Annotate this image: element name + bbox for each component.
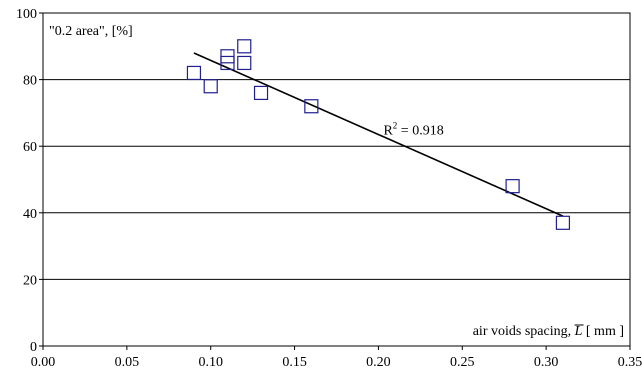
y-tick-label: 80 [23,74,37,89]
data-point [220,55,235,71]
trendline [193,52,564,217]
r-squared-label: R2 = 0.918 [383,121,443,139]
y-tick-label: 0 [30,340,37,355]
data-points [186,39,571,230]
data-point [186,65,202,81]
r2-value: = 0.918 [397,124,443,139]
x-tick-label: 0.15 [282,355,307,370]
data-point [253,85,269,101]
data-point [555,215,571,230]
y-axis-label: "0.2 area", [%] [49,24,133,39]
x-axis: 0.00 0.05 0.10 0.15 0.20 0.25 0.30 0.35 [31,346,642,370]
x-tick-label: 0.00 [31,355,56,370]
y-tick-label: 100 [16,7,37,22]
data-point [237,39,252,54]
data-point [304,99,319,114]
gridlines [43,79,630,280]
x-tick-label: 0.25 [450,355,475,370]
data-point [203,79,218,94]
x-tick-label: 0.05 [115,355,140,370]
y-tick-label: 20 [23,273,37,288]
x-tick-label: 0.10 [198,355,223,370]
y-tick-label: 60 [23,140,37,155]
x-axis-label: air voids spacing, L [ mm ] [473,324,624,339]
x-label-symbol: L [574,324,583,339]
y-axis: 0 20 40 60 80 100 [16,7,43,355]
plot-area-frame [42,12,631,347]
data-point [505,179,520,194]
x-label-suffix: [ mm ] [582,324,624,339]
x-tick-label: 0.20 [366,355,391,370]
x-tick-label: 0.30 [534,355,559,370]
x-tick-label: 0.35 [618,355,642,370]
x-label-prefix: air voids spacing, [473,324,575,339]
r2-power: 2 [393,121,398,131]
r2-prefix: R [383,124,393,139]
data-point [237,55,252,71]
y-tick-label: 40 [23,207,37,222]
